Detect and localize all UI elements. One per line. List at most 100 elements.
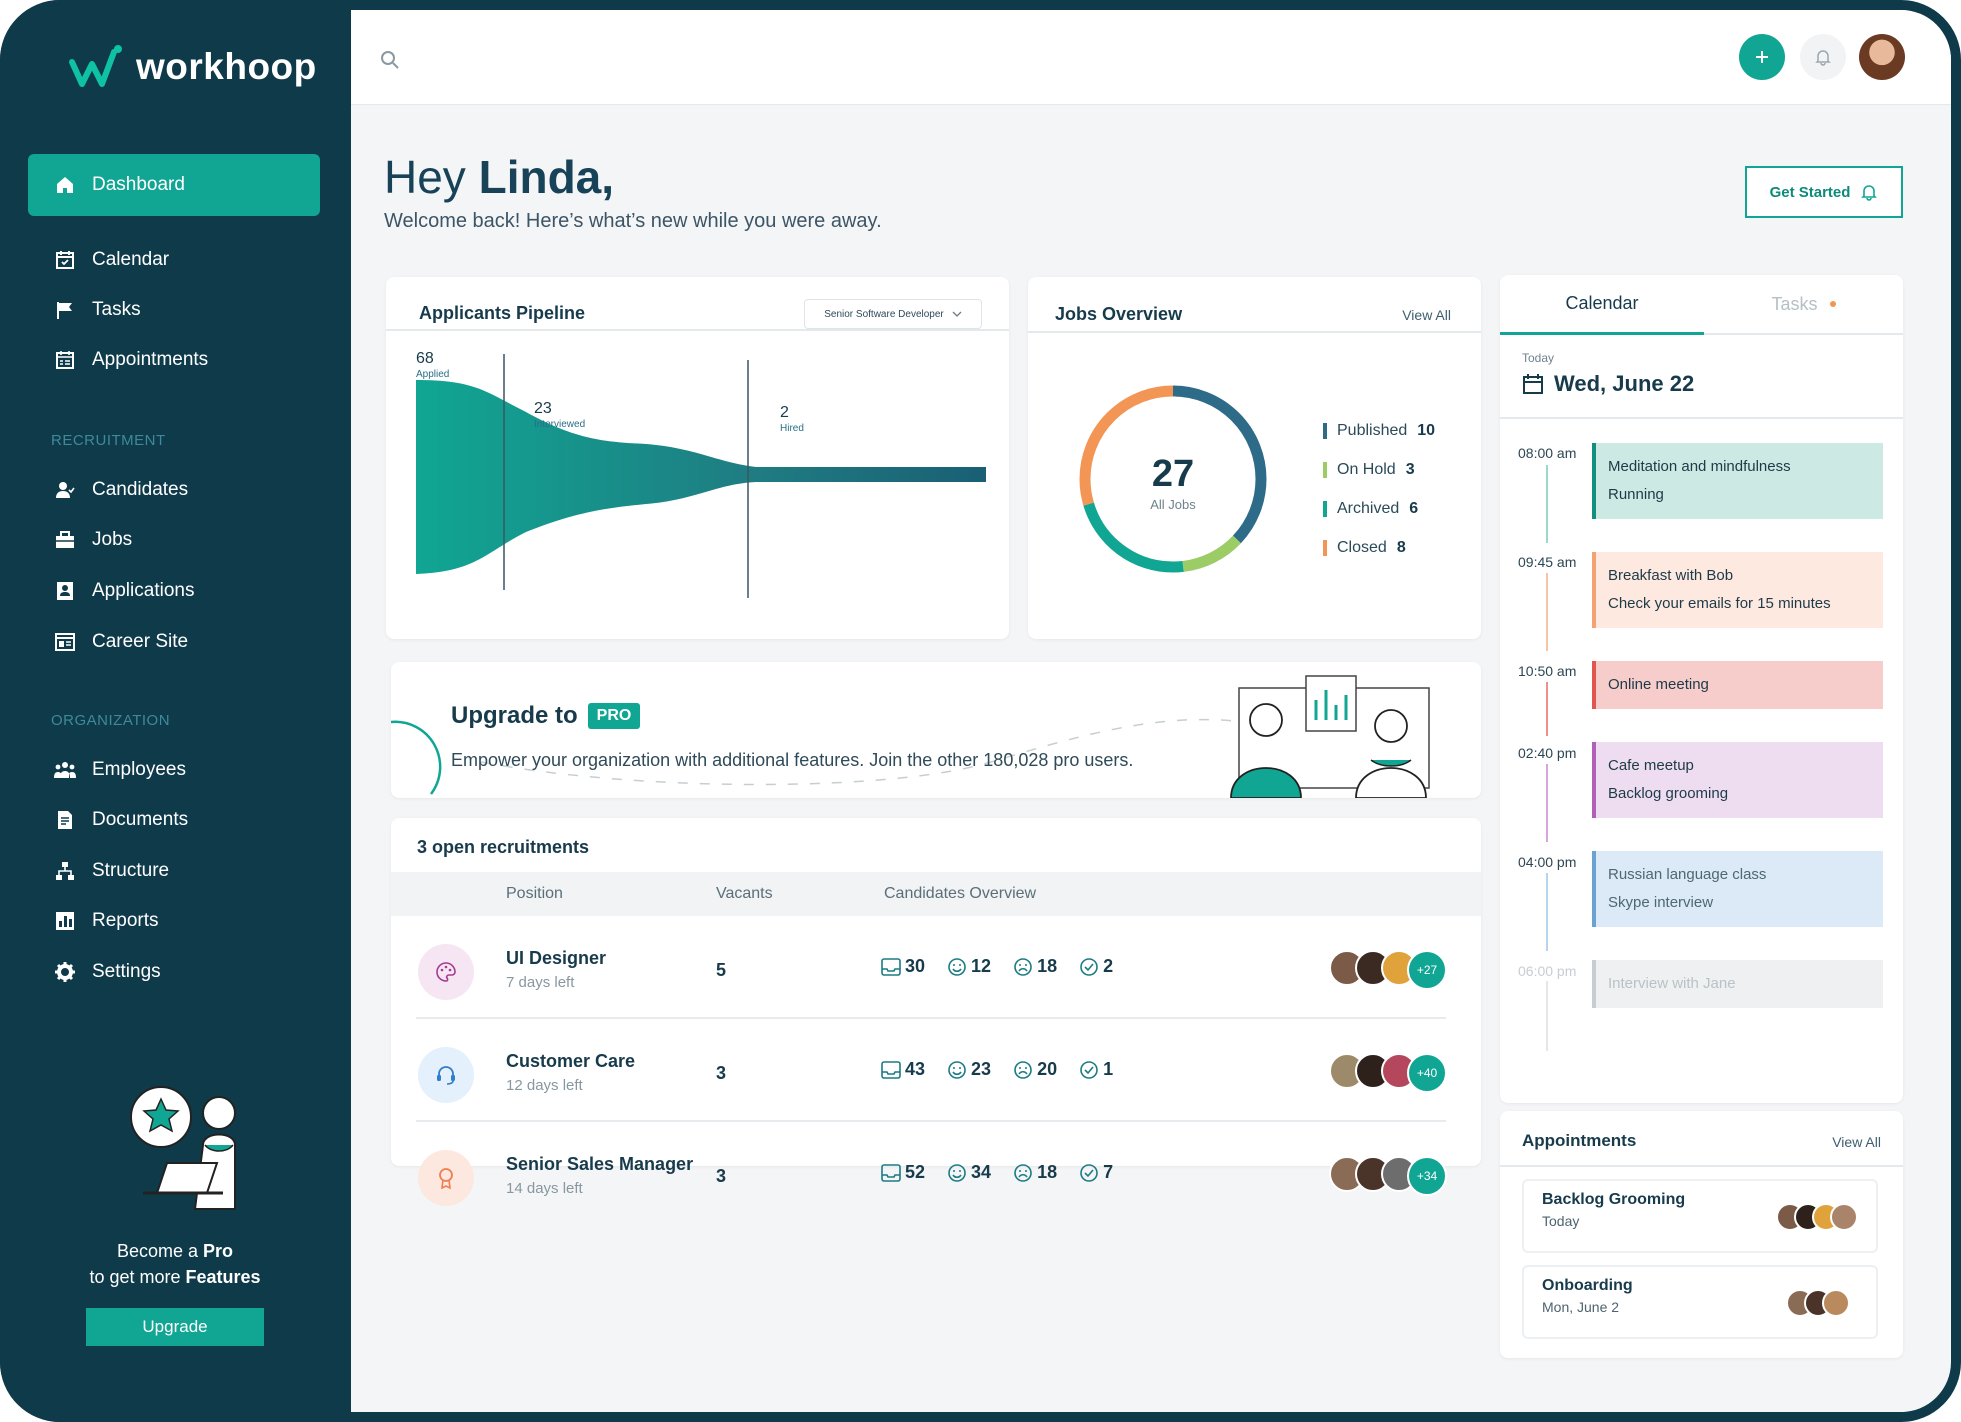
notifications-button[interactable] bbox=[1800, 34, 1846, 80]
stage-applied-count: 68 bbox=[416, 350, 434, 367]
promo-line2: to get more bbox=[89, 1267, 186, 1287]
calendar-event[interactable]: Russian language class Skype interview bbox=[1592, 851, 1883, 927]
attendee-avatars bbox=[1786, 1289, 1850, 1317]
calendar-event[interactable]: Cafe meetup Backlog grooming bbox=[1592, 742, 1883, 818]
applied-count: 52 bbox=[905, 1162, 926, 1182]
nav-label: Career Site bbox=[92, 631, 189, 652]
nav-structure[interactable]: Structure bbox=[28, 846, 320, 896]
calendar-event[interactable]: Meditation and mindfulness Running bbox=[1592, 443, 1883, 519]
nav-settings[interactable]: Settings bbox=[28, 947, 320, 997]
avatar[interactable] bbox=[1859, 34, 1905, 80]
calendar-event[interactable]: Online meeting bbox=[1592, 661, 1883, 709]
tab-tasks[interactable]: Tasks bbox=[1704, 275, 1903, 335]
event-time: 04:00 pm bbox=[1518, 854, 1577, 870]
table-row[interactable]: UI Designer 7 days left 5 30 12 18 2 +27 bbox=[391, 916, 1481, 1019]
selected-date: Wed, June 22 bbox=[1554, 371, 1695, 396]
tab-tasks-label: Tasks bbox=[1771, 293, 1818, 314]
reports-icon bbox=[54, 910, 76, 932]
home-icon bbox=[54, 174, 76, 196]
candidate-avatars[interactable]: +27 bbox=[1329, 950, 1447, 990]
briefcase-icon bbox=[54, 529, 76, 551]
user-name: Linda, bbox=[478, 151, 615, 203]
legend-label: Archived bbox=[1337, 499, 1400, 517]
position-filter-select[interactable]: Senior Software Developer bbox=[804, 299, 982, 329]
column-position: Position bbox=[506, 885, 563, 902]
appointment-item[interactable]: Onboarding Mon, June 2 bbox=[1522, 1265, 1878, 1339]
candidate-avatars[interactable]: +34 bbox=[1329, 1156, 1447, 1196]
column-vacants: Vacants bbox=[716, 885, 773, 902]
pro-badge: PRO bbox=[587, 703, 641, 729]
jobs-total: 27 bbox=[1151, 453, 1195, 495]
palette-icon bbox=[418, 944, 474, 1000]
legend-label: Published bbox=[1337, 421, 1408, 439]
nav-label: Applications bbox=[92, 580, 195, 601]
positive-count: 12 bbox=[971, 956, 992, 976]
candidate-stats: 52 34 18 7 bbox=[881, 1162, 1113, 1183]
nav-reports[interactable]: Reports bbox=[28, 896, 320, 946]
nav-calendar[interactable]: Calendar bbox=[28, 235, 320, 285]
nav-label: Dashboard bbox=[92, 174, 185, 195]
logo[interactable]: workhoop bbox=[68, 44, 317, 90]
nav-applications[interactable]: Applications bbox=[28, 566, 320, 616]
nav-appointments[interactable]: Appointments bbox=[28, 335, 320, 385]
more-candidates-badge: +40 bbox=[1407, 1053, 1447, 1093]
negative-count: 18 bbox=[1037, 956, 1058, 976]
add-button[interactable] bbox=[1739, 34, 1785, 80]
appointment-date: Today bbox=[1542, 1213, 1580, 1229]
jobs-overview-card: Jobs Overview View All 27 All Jobs Publi… bbox=[1028, 277, 1481, 639]
banner-title-row: Upgrade to PRO bbox=[451, 702, 641, 730]
event-time: 09:45 am bbox=[1518, 554, 1577, 570]
donut-segment bbox=[1079, 385, 1267, 573]
calendar-event[interactable]: Interview with Jane bbox=[1592, 960, 1883, 1008]
nav-employees[interactable]: Employees bbox=[28, 745, 320, 795]
table-row[interactable]: Customer Care 12 days left 3 43 23 20 1 … bbox=[391, 1019, 1481, 1122]
hired-count: 1 bbox=[1103, 1059, 1114, 1079]
nav-label: Reports bbox=[92, 910, 159, 931]
position-title[interactable]: UI Designer bbox=[506, 948, 607, 968]
upgrade-button[interactable]: Upgrade bbox=[86, 1308, 264, 1346]
jobs-total-label: All Jobs bbox=[1150, 497, 1196, 512]
nav-candidates[interactable]: Candidates bbox=[28, 465, 320, 515]
legend-label: Closed bbox=[1337, 538, 1387, 556]
appointments-view-all-link[interactable]: View All bbox=[1832, 1134, 1881, 1150]
structure-icon bbox=[54, 860, 76, 882]
applied-count: 43 bbox=[905, 1059, 926, 1079]
upgrade-banner: Upgrade to PRO Empower your organization… bbox=[391, 662, 1481, 798]
nav-label: Structure bbox=[92, 860, 170, 881]
award-icon bbox=[418, 1150, 474, 1206]
legend-value: 6 bbox=[1409, 499, 1419, 517]
search-icon[interactable] bbox=[380, 50, 400, 75]
nav-jobs[interactable]: Jobs bbox=[28, 515, 320, 565]
candidate-avatars[interactable]: +40 bbox=[1329, 1053, 1447, 1093]
jobs-view-all-link[interactable]: View All bbox=[1402, 307, 1451, 323]
hired-count: 7 bbox=[1103, 1162, 1114, 1182]
nav-dashboard[interactable]: Dashboard bbox=[28, 154, 320, 216]
position-title[interactable]: Customer Care bbox=[506, 1051, 636, 1071]
section-recruitment: RECRUITMENT bbox=[51, 432, 166, 449]
open-recruitments-card: 3 open recruitments Position Vacants Can… bbox=[391, 818, 1481, 1206]
legend-archived: Archived 6 bbox=[1323, 489, 1435, 528]
nav-tasks[interactable]: Tasks bbox=[28, 285, 320, 335]
event-time: 10:50 am bbox=[1518, 663, 1577, 679]
position-title[interactable]: Senior Sales Manager bbox=[506, 1154, 694, 1174]
appointment-item[interactable]: Backlog Grooming Today bbox=[1522, 1179, 1878, 1253]
nav-label: Settings bbox=[92, 961, 161, 982]
nav-label: Tasks bbox=[92, 299, 141, 320]
nav-career-site[interactable]: Career Site bbox=[28, 617, 320, 667]
calendar-event[interactable]: Breakfast with Bob Check your emails for… bbox=[1592, 552, 1883, 628]
legend-swatch bbox=[1323, 500, 1327, 517]
banner-text: Empower your organization with additiona… bbox=[451, 750, 1134, 770]
legend-on-hold: On Hold 3 bbox=[1323, 450, 1435, 489]
table-header: Position Vacants Candidates Overview bbox=[391, 872, 1481, 916]
greeting-prefix: Hey bbox=[384, 151, 479, 203]
tab-calendar[interactable]: Calendar bbox=[1500, 275, 1704, 335]
applicants-pipeline-card: Applicants Pipeline Senior Software Deve… bbox=[386, 277, 1009, 639]
hired-count: 2 bbox=[1103, 956, 1114, 976]
table-row[interactable]: Senior Sales Manager 14 days left 3 52 3… bbox=[391, 1122, 1481, 1225]
nav-documents[interactable]: Documents bbox=[28, 795, 320, 845]
get-started-button[interactable]: Get Started bbox=[1745, 166, 1903, 218]
career-site-icon bbox=[54, 631, 76, 653]
employees-icon bbox=[54, 759, 76, 781]
appointment-title: Onboarding bbox=[1542, 1277, 1633, 1294]
gear-icon bbox=[54, 961, 76, 983]
